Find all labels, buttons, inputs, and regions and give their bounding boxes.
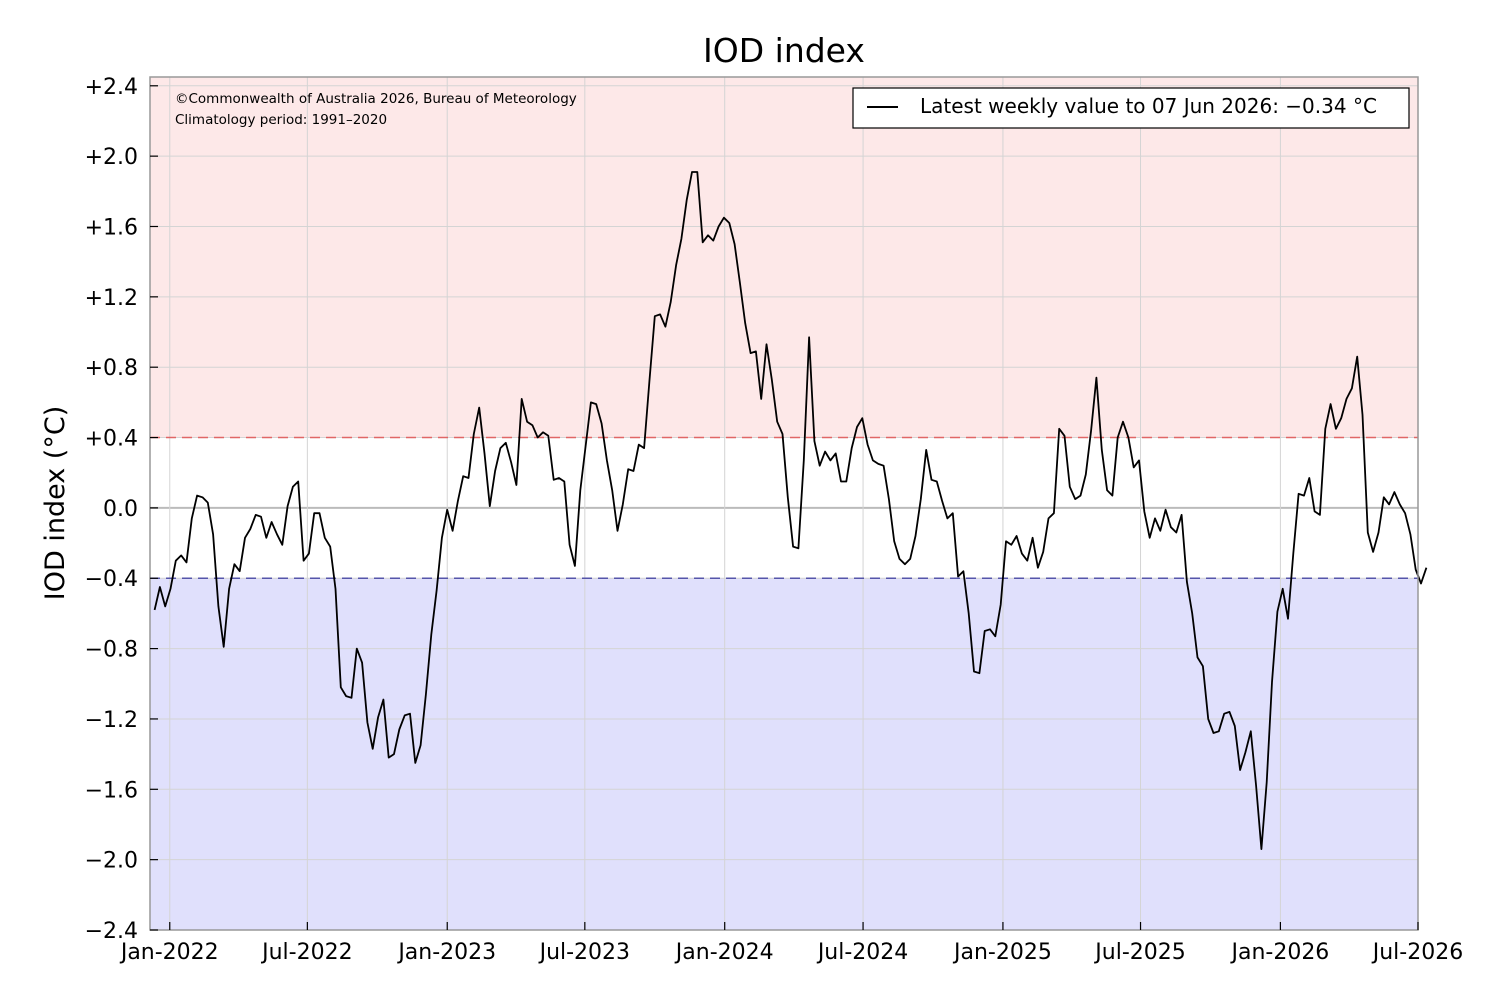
y-tick-label: +1.2 — [85, 286, 138, 311]
series-lines — [153, 171, 1428, 850]
y-tick-label: +0.8 — [85, 356, 138, 381]
copyright-text: ©Commonwealth of Australia 2026, Bureau … — [175, 91, 577, 107]
x-tick-label: Jan-2023 — [396, 940, 496, 965]
y-axis: +2.4 +2.0 +1.6 +1.2 +0.8 +0.4 0.0 −0.4 −0.8 −1.2 −… — [85, 75, 158, 944]
y-tick-label: −0.8 — [85, 638, 138, 663]
plot-background — [150, 77, 1418, 930]
y-tick-label: +0.4 — [85, 427, 138, 452]
y-tick-label: −1.6 — [85, 778, 138, 803]
x-tick-label: Jul-2025 — [1093, 940, 1185, 965]
iod-weekly-series-line — [153, 171, 1428, 850]
legend: Latest weekly value to 07 Jun 2026: −0.3… — [852, 87, 1410, 129]
y-tick-label: +2.0 — [85, 145, 138, 170]
negative-shading — [150, 578, 1418, 930]
climatology-text: Climatology period: 1991–2020 — [175, 112, 387, 128]
x-axis: Jan-2022 Jul-2022 Jan-2023 Jul-2023 Jan-2024… — [119, 922, 1463, 965]
legend-box — [852, 87, 1410, 129]
x-tick-label: Jul-2022 — [260, 940, 352, 965]
y-tick-label: −2.0 — [85, 849, 138, 874]
x-tick-label: Jul-2026 — [1371, 940, 1463, 965]
x-tick-label: Jan-2022 — [119, 940, 219, 965]
threshold-lines — [150, 436, 1418, 579]
y-tick-label: −0.4 — [85, 567, 138, 592]
plot-frame — [149, 76, 1419, 931]
x-tick-label: Jan-2026 — [1229, 940, 1329, 965]
y-axis-label: IOD index (°C) — [40, 406, 71, 600]
y-tick-label: 0.0 — [103, 497, 138, 522]
x-tick-label: Jul-2023 — [538, 940, 630, 965]
y-tick-label: +1.6 — [85, 215, 138, 240]
y-tick-label: +2.4 — [85, 75, 138, 100]
y-tick-label: −2.4 — [85, 919, 138, 944]
positive-shading — [150, 77, 1418, 438]
x-tick-label: Jul-2024 — [816, 940, 908, 965]
y-tick-label: −1.2 — [85, 708, 138, 733]
x-tick-label: Jan-2025 — [952, 940, 1052, 965]
x-tick-label: Jan-2024 — [674, 940, 774, 965]
chart-title: IOD index — [703, 31, 865, 70]
legend-label: Latest weekly value to 07 Jun 2026: −0.3… — [920, 94, 1377, 118]
